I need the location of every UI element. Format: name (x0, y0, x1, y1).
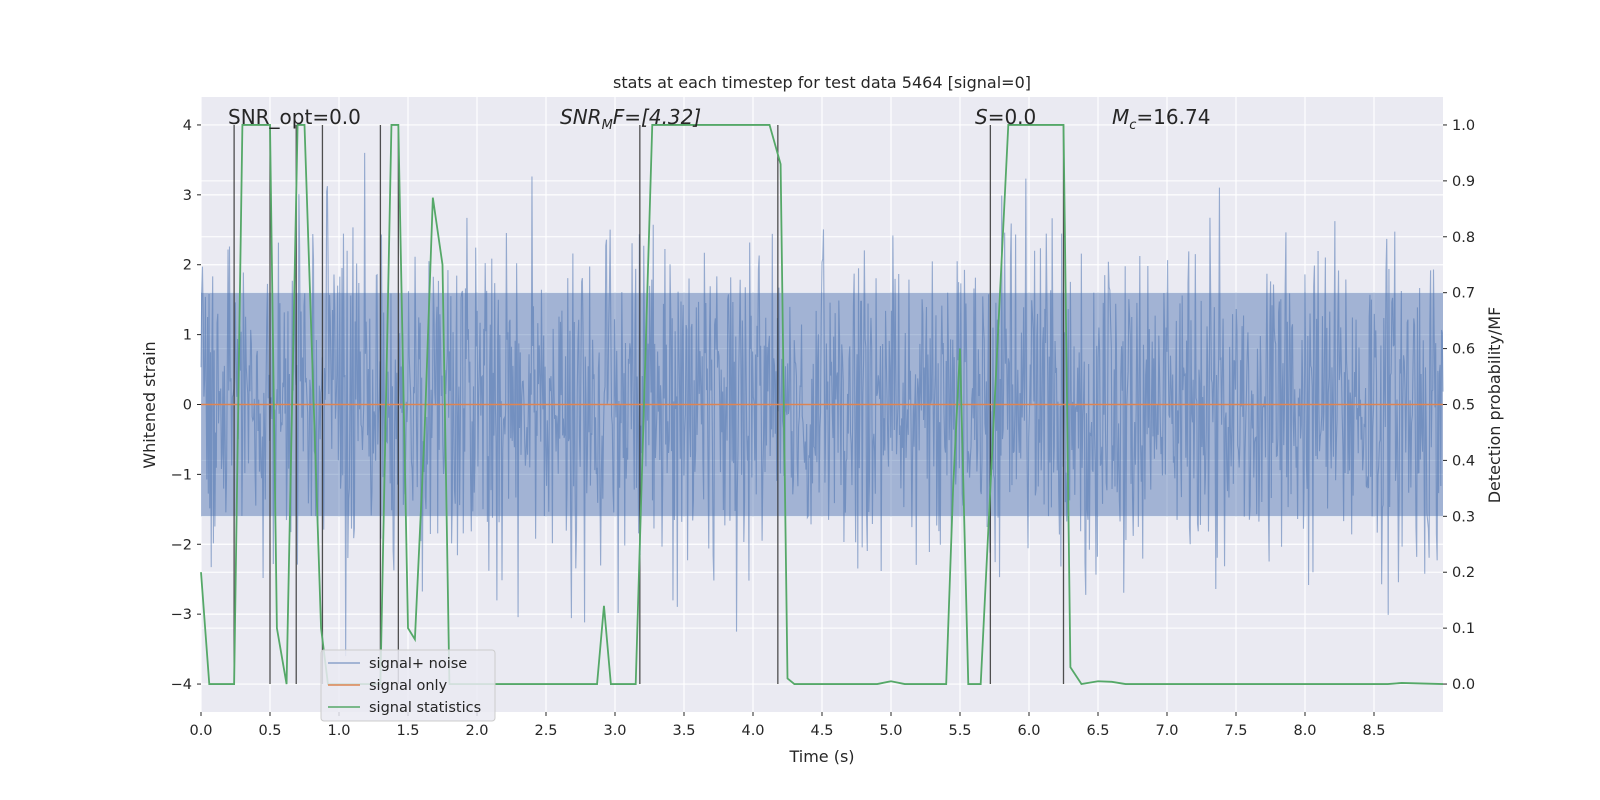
signal-statistics-line (200, 124, 1444, 686)
annotation-s-value: =0.0 (988, 105, 1037, 129)
y-tick-label: −1 (171, 467, 192, 483)
annotation-mc: Mc=16.74 (1112, 105, 1210, 133)
y2-tick-label: 0.4 (1452, 453, 1475, 469)
annotation-snr-mf-subscript: M (602, 118, 613, 133)
y-tick-label: 1 (183, 328, 192, 344)
y-axis-label: Whitened strain (140, 341, 159, 468)
chart-title: stats at each timestep for test data 546… (613, 73, 1031, 92)
y2-tick-label: 0.8 (1452, 230, 1475, 246)
x-tick-label: 4.5 (810, 723, 833, 739)
x-tick-label: 2.0 (465, 723, 488, 739)
y-axis-ticks: −4 −3 −2 −1 0 1 2 3 4 (171, 118, 201, 693)
annotation-snr-mf: SNRMF=[4.32] (560, 105, 701, 133)
x-tick-label: 0.0 (189, 723, 212, 739)
y-tick-label: 4 (183, 118, 192, 134)
y-tick-label: −2 (171, 537, 192, 553)
y2-axis-label: Detection probability/MF (1485, 307, 1504, 504)
y-tick-label: −3 (171, 607, 192, 623)
annotation-mc-value: =16.74 (1136, 105, 1210, 129)
annotation-s-symbol: S (975, 105, 988, 129)
signal-noise-line (200, 152, 1444, 657)
x-tick-label: 5.0 (879, 723, 902, 739)
legend: signal+ noise signal only signal statist… (320, 649, 496, 722)
annotation-mc-symbol: M (1112, 105, 1129, 129)
y2-tick-label: 0.3 (1452, 509, 1475, 525)
x-axis-ticks: 0.0 0.5 1.0 1.5 2.0 2.5 3.0 3.5 4.0 4.5 5.0 5.5 6.0 6… (189, 712, 1386, 739)
legend-box (320, 649, 496, 722)
x-tick-label: 6.5 (1086, 723, 1109, 739)
x-tick-label: 7.0 (1155, 723, 1178, 739)
x-tick-label: 2.5 (534, 723, 557, 739)
y2-tick-label: 0.9 (1452, 174, 1475, 190)
y2-tick-label: 0.1 (1452, 621, 1475, 637)
x-tick-label: 7.5 (1224, 723, 1247, 739)
annotation-s: S=0.0 (975, 105, 1036, 129)
y2-tick-label: 1.0 (1452, 118, 1475, 134)
x-tick-label: 8.0 (1293, 723, 1316, 739)
signal-statistics-series (200, 124, 1444, 686)
x-tick-label: 0.5 (258, 723, 281, 739)
legend-label-signal-noise: signal+ noise (369, 656, 467, 672)
y2-axis-ticks: 0.0 0.1 0.2 0.3 0.4 0.5 0.6 0.7 0.8 0.9 1.0 (1443, 118, 1475, 693)
y-tick-label: 2 (183, 258, 192, 274)
x-tick-label: 6.0 (1017, 723, 1040, 739)
annotation-snr-mf-symbol: SNR (560, 105, 602, 129)
y2-tick-label: 0.2 (1452, 565, 1475, 581)
x-tick-label: 8.5 (1362, 723, 1385, 739)
x-axis-label: Time (s) (788, 747, 854, 766)
x-tick-label: 5.5 (948, 723, 971, 739)
legend-label-signal-only: signal only (369, 678, 448, 694)
x-tick-label: 1.5 (396, 723, 419, 739)
x-tick-label: 1.0 (327, 723, 350, 739)
y2-tick-label: 0.7 (1452, 286, 1475, 302)
y2-tick-label: 0.6 (1452, 342, 1475, 358)
legend-label-signal-statistics: signal statistics (369, 700, 481, 716)
x-tick-label: 3.5 (672, 723, 695, 739)
annotation-snr-mf-value: F=[4.32] (613, 105, 701, 129)
x-tick-label: 4.0 (741, 723, 764, 739)
annotation-snr-opt: SNR_opt=0.0 (228, 105, 361, 129)
annotation-mc-subscript: c (1129, 118, 1136, 133)
y-tick-label: 3 (183, 188, 192, 204)
y2-tick-label: 0.0 (1452, 677, 1475, 693)
x-tick-label: 3.0 (603, 723, 626, 739)
y-tick-label: −4 (171, 677, 192, 693)
y-tick-label: 0 (183, 398, 192, 414)
y2-tick-label: 0.5 (1452, 398, 1475, 414)
